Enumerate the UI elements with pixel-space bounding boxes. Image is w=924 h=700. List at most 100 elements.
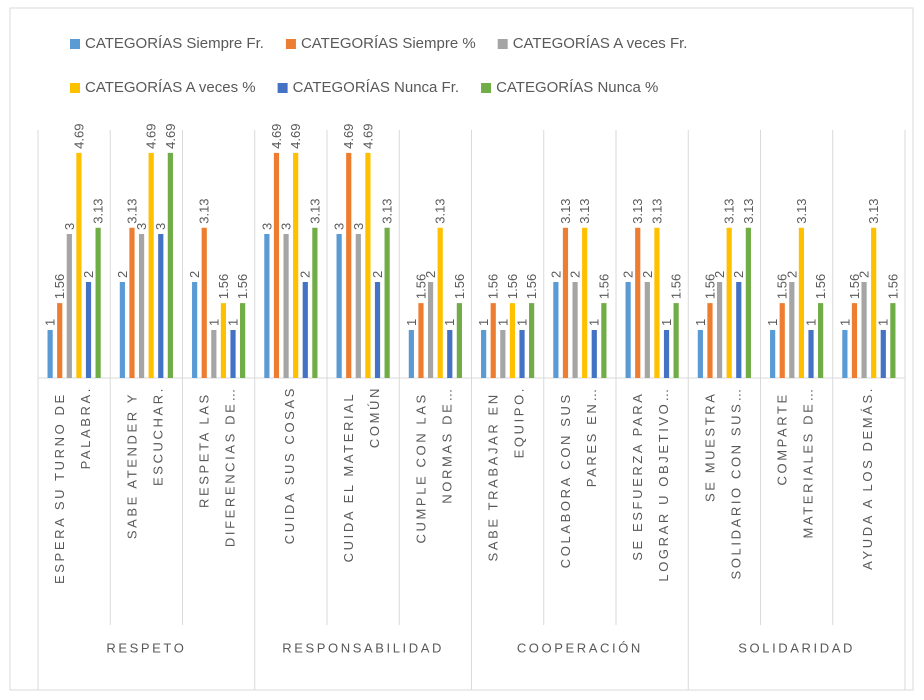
legend-label: CATEGORÍAS A veces % <box>85 79 256 96</box>
bar <box>770 330 776 378</box>
category-label: CUIDA EL MATERIAL COMÚN <box>342 386 383 562</box>
data-label: 3 <box>259 223 274 230</box>
bar <box>736 282 742 378</box>
data-label: 4.69 <box>269 124 284 149</box>
data-label: 3.13 <box>380 198 395 223</box>
data-label: 3 <box>134 223 149 230</box>
data-label: 1 <box>495 319 510 326</box>
data-label: 1.56 <box>847 274 862 299</box>
bar <box>336 234 342 378</box>
data-label: 1 <box>404 319 419 326</box>
legend-swatch <box>277 83 288 93</box>
bar <box>644 282 650 378</box>
bar <box>119 282 125 378</box>
group-label: RESPETO <box>106 640 186 655</box>
bar <box>789 282 795 378</box>
data-label: 3.13 <box>630 198 645 223</box>
bar <box>66 234 72 378</box>
data-label: 1.56 <box>216 274 231 299</box>
bar <box>230 330 236 378</box>
data-label: 1 <box>693 319 708 326</box>
data-label: 2 <box>81 271 96 278</box>
data-label: 1.56 <box>452 274 467 299</box>
data-label: 4.69 <box>163 124 178 149</box>
data-label: 1.56 <box>775 274 790 299</box>
data-label: 4.69 <box>288 124 303 149</box>
bar <box>283 234 289 378</box>
bar <box>818 303 824 378</box>
data-label: 1 <box>876 319 891 326</box>
data-label: 1 <box>514 319 529 326</box>
data-label: 2 <box>568 271 583 278</box>
bar <box>293 152 299 378</box>
category-label: CUIDA SUS COSAS <box>282 386 297 544</box>
bar <box>697 330 703 378</box>
legend-label: CATEGORÍAS A veces Fr. <box>513 35 688 52</box>
bar <box>673 303 679 378</box>
bar <box>418 303 424 378</box>
data-label: 2 <box>621 271 636 278</box>
bar <box>562 227 569 378</box>
data-label: 4.69 <box>144 124 159 149</box>
data-label: 3.13 <box>307 198 322 223</box>
data-label: 2 <box>640 271 655 278</box>
data-label: 2 <box>298 271 313 278</box>
data-label: 3.13 <box>722 198 737 223</box>
data-label: 2 <box>548 271 563 278</box>
bar <box>85 282 92 378</box>
data-label: 4.69 <box>71 124 86 149</box>
data-label: 1.56 <box>702 274 717 299</box>
data-label: 1 <box>476 319 491 326</box>
bar <box>716 282 723 378</box>
data-label: 1.56 <box>235 274 250 299</box>
bar <box>490 303 496 378</box>
data-label: 3.13 <box>794 198 809 223</box>
data-label: 1.56 <box>596 274 611 299</box>
data-label: 1 <box>803 319 818 326</box>
bar <box>519 330 525 378</box>
data-label: 1.56 <box>524 274 539 299</box>
legend-swatch <box>497 39 508 49</box>
data-label: 3.13 <box>741 198 756 223</box>
data-label: 1.56 <box>813 274 828 299</box>
bar <box>529 303 535 378</box>
bar <box>138 234 145 378</box>
bar <box>456 303 462 378</box>
bar <box>591 330 597 378</box>
data-label: 3.13 <box>91 198 106 223</box>
bar <box>355 234 361 378</box>
data-label: 2 <box>712 271 727 278</box>
bar <box>312 227 318 378</box>
bar <box>47 330 53 378</box>
bar <box>167 152 173 378</box>
bar <box>302 282 308 378</box>
category-label: COMPARTE MATERIALES DE… <box>775 386 816 538</box>
group-label: RESPONSABILIDAD <box>282 640 444 655</box>
bar <box>76 152 82 378</box>
bar <box>779 303 785 378</box>
bar <box>553 282 559 378</box>
bar <box>880 330 886 378</box>
bar <box>601 303 607 378</box>
data-label: 3 <box>332 223 347 230</box>
bar <box>148 152 154 378</box>
data-label: 1 <box>206 319 221 326</box>
bar <box>220 303 227 378</box>
data-label: 1 <box>765 319 780 326</box>
category-label: SE MUESTRA SOLIDARIO CON SUS… <box>703 386 744 579</box>
category-label: ESPERA SU TURNO DE PALABRA. <box>53 386 94 584</box>
data-label: 1.56 <box>505 274 520 299</box>
data-label: 3 <box>153 223 168 230</box>
bar <box>201 227 207 378</box>
bar <box>57 303 63 378</box>
group-label: COOPERACIÓN <box>517 640 643 655</box>
legend-label: CATEGORÍAS Nunca % <box>496 79 658 96</box>
bar <box>842 330 848 378</box>
data-label: 1 <box>442 319 457 326</box>
bar <box>384 227 390 378</box>
bar <box>871 227 877 378</box>
data-label: 2 <box>731 271 746 278</box>
bar <box>158 234 164 378</box>
data-label: 1 <box>659 319 674 326</box>
